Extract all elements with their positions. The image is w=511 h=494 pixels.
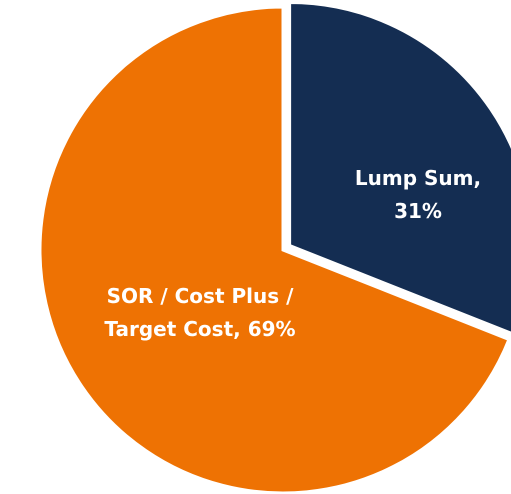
- slice-label: Target Cost, 69%: [104, 317, 295, 341]
- pie-slice: [38, 5, 511, 494]
- slice-label: 31%: [394, 199, 442, 223]
- pie-slice: [288, 1, 511, 335]
- slice-label: Lump Sum,: [355, 166, 481, 190]
- slice-label: SOR / Cost Plus /: [107, 284, 295, 308]
